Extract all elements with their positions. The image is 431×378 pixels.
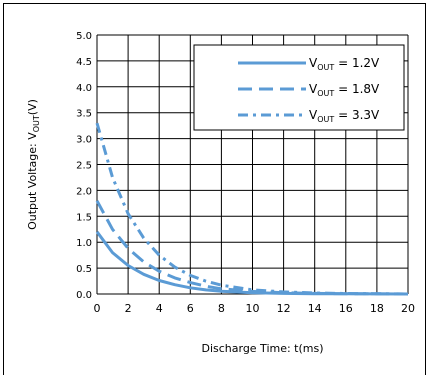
y-tick-label: 3.5 xyxy=(76,109,92,120)
x-tick-label: 0 xyxy=(94,302,101,315)
chart-frame xyxy=(3,3,426,375)
x-tick-label: 6 xyxy=(187,302,194,315)
y-tick-label: 4.0 xyxy=(76,83,92,94)
x-tick-label: 18 xyxy=(370,302,384,315)
x-tick-label: 8 xyxy=(218,302,225,315)
y-tick-label: 4.5 xyxy=(76,57,92,68)
series-line-3 xyxy=(95,122,409,296)
series-lines xyxy=(95,122,409,296)
series-line-2 xyxy=(95,200,409,296)
x-tick-label: 2 xyxy=(125,302,132,315)
y-tick-label: 3.0 xyxy=(76,135,92,146)
x-tick-label: 20 xyxy=(401,302,415,315)
tick-labels: 0 2 4 6 8 10 12 14 16 18 20 0.0 0.5 1.0 1.5 2.0 2.5 3.0 3.… xyxy=(76,31,415,315)
legend: VOUT = 1.2V VOUT = 1.8V VOUT = 3.3V xyxy=(193,44,405,131)
legend-label-3: VOUT = 3.3V xyxy=(309,108,380,124)
legend-label-1: VOUT = 1.2V xyxy=(309,56,380,72)
x-axis-label: Discharge Time: t(ms) xyxy=(201,342,323,355)
x-tick-label: 14 xyxy=(308,302,322,315)
y-tick-label: 1.0 xyxy=(76,238,92,249)
y-axis-label: Output Voltage: VOUT(V) xyxy=(26,99,41,230)
x-tick-label: 16 xyxy=(339,302,353,315)
y-tick-label: 0.0 xyxy=(76,290,92,301)
y-tick-label: 2.5 xyxy=(76,161,92,172)
legend-label-2: VOUT = 1.8V xyxy=(309,82,380,98)
x-tick-label: 12 xyxy=(277,302,291,315)
x-tick-label: 10 xyxy=(246,302,260,315)
x-tick-label: 4 xyxy=(156,302,163,315)
y-tick-label: 0.5 xyxy=(76,264,92,275)
y-tick-label: 5.0 xyxy=(76,31,92,42)
y-tick-label: 2.0 xyxy=(76,186,92,197)
y-tick-label: 1.5 xyxy=(76,212,92,223)
